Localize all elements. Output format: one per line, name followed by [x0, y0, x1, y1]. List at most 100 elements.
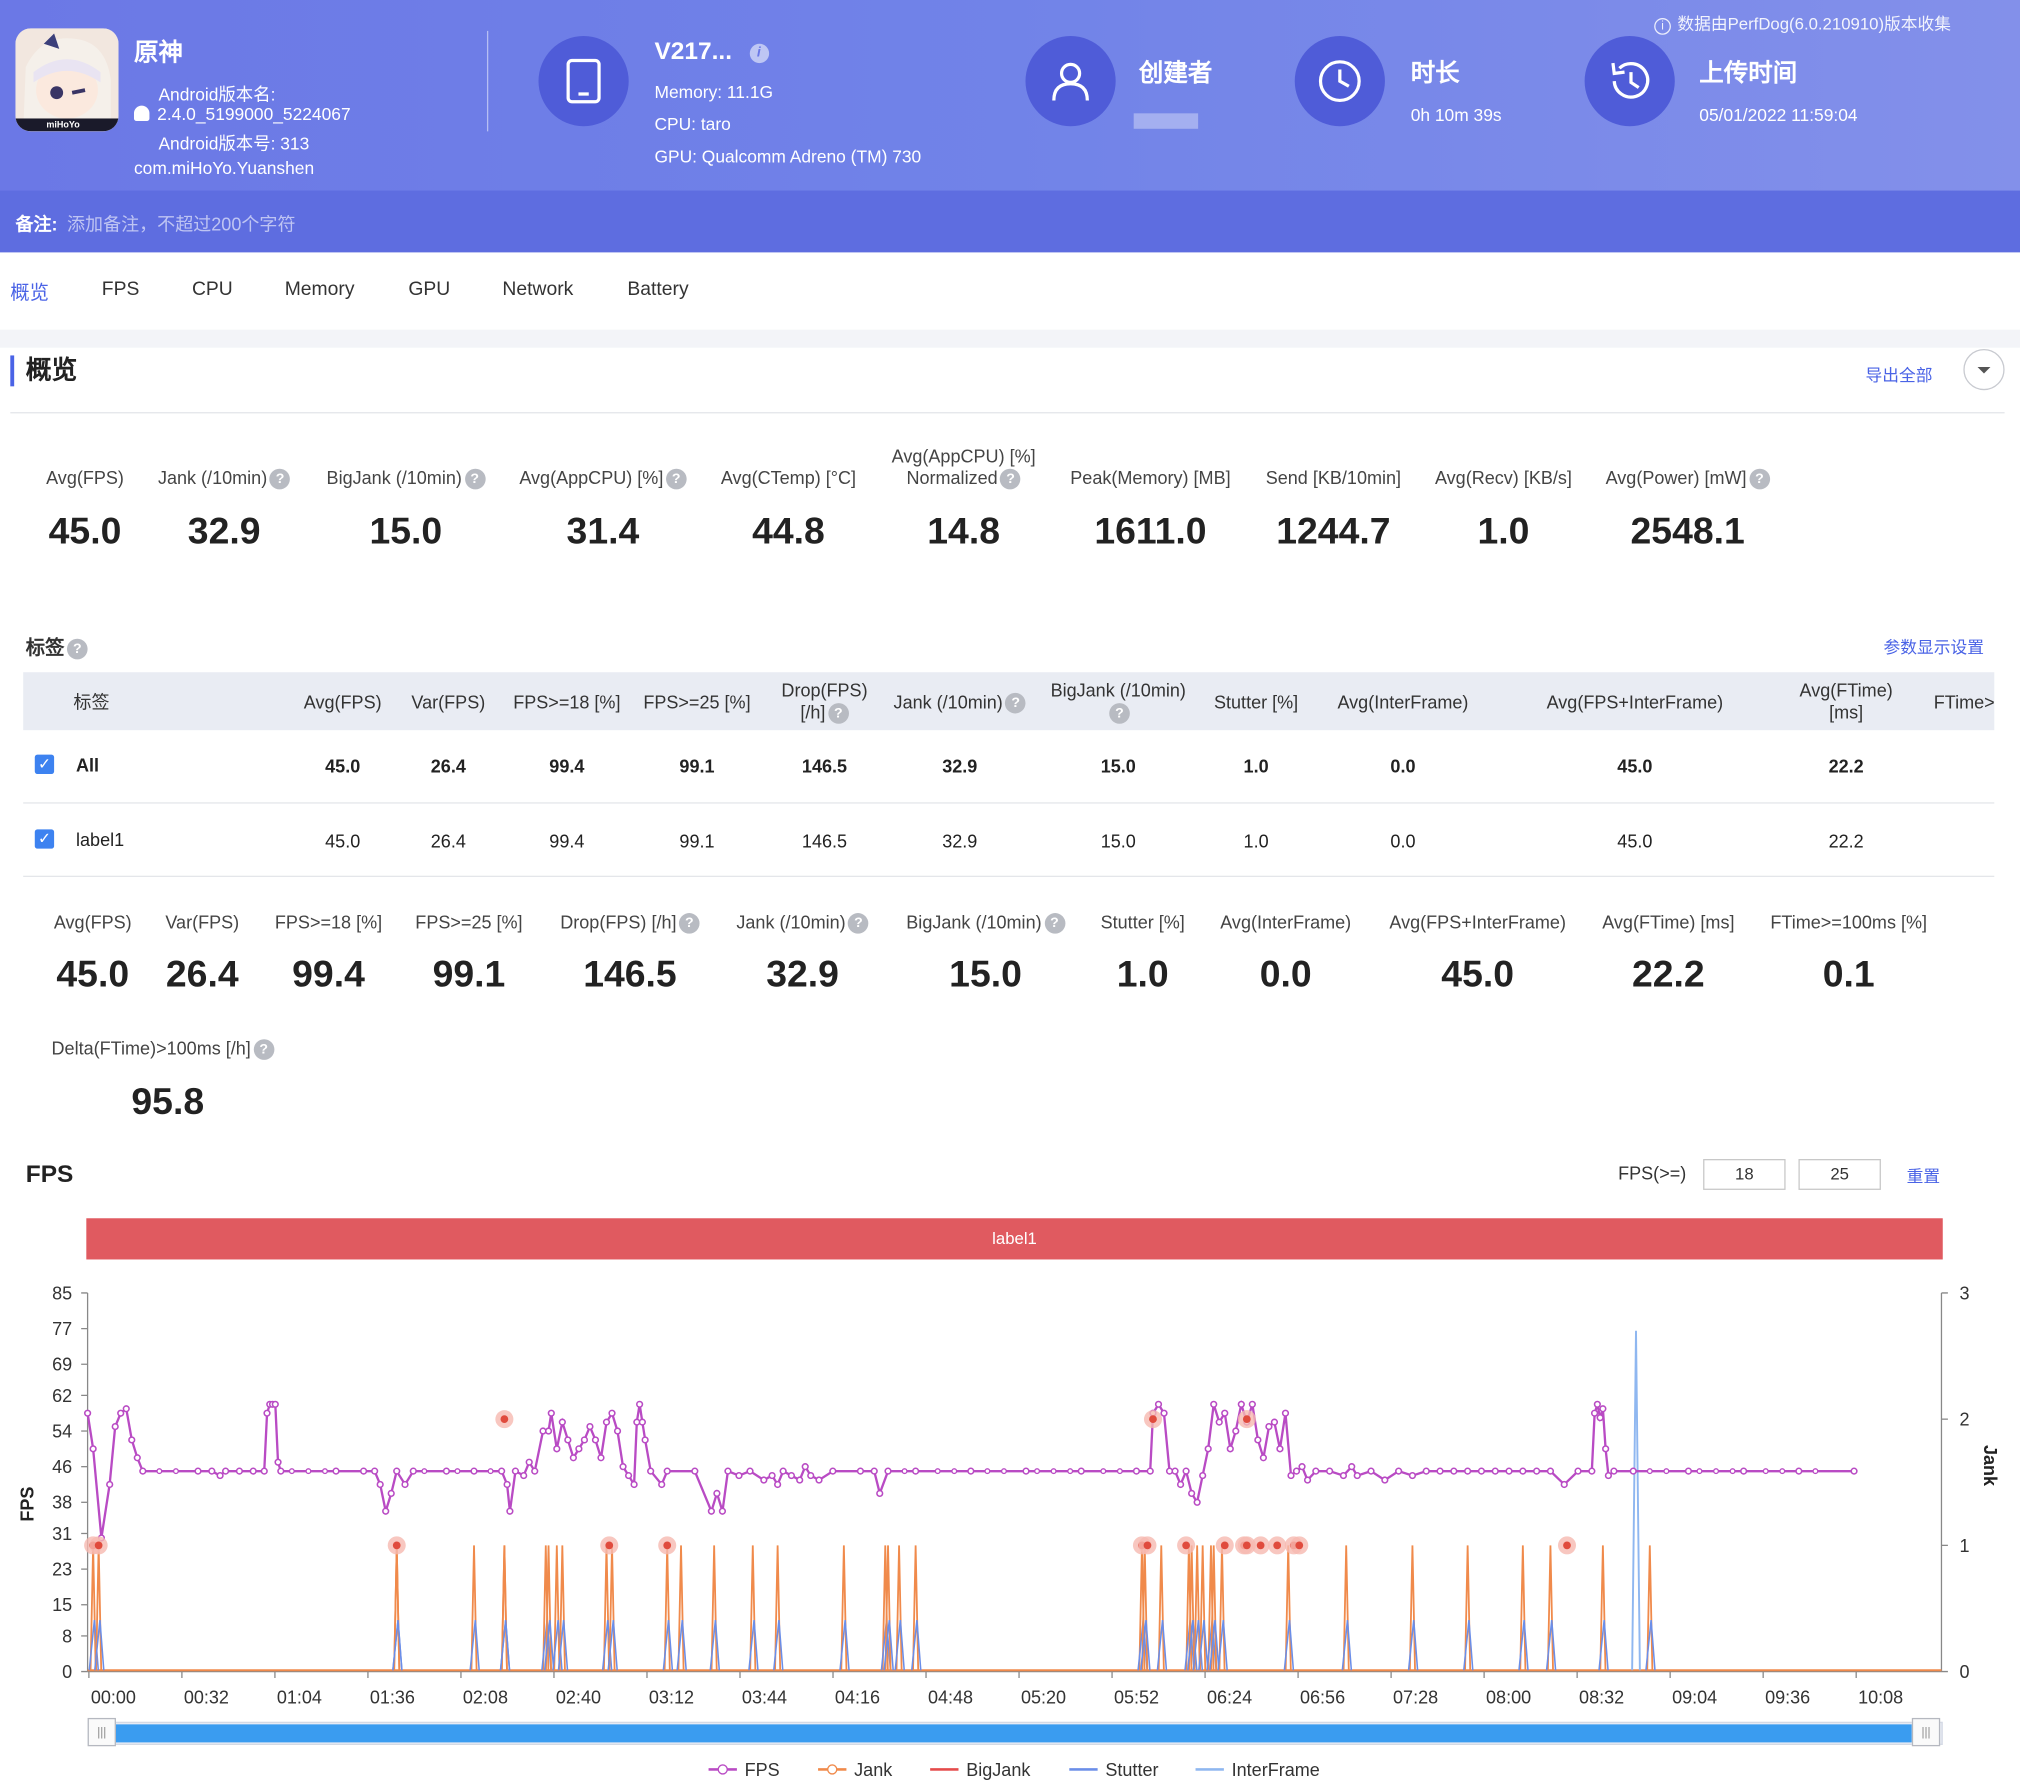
summary-label: Drop(FPS) [/h]? — [501, 912, 759, 935]
column-header-text: BigJank (/10min) — [1050, 679, 1186, 701]
collapse-button[interactable] — [1963, 348, 2005, 391]
y-tick-label: 69 — [52, 1355, 72, 1375]
legend-item-fps[interactable]: FPS — [708, 1759, 780, 1780]
note-bar — [0, 190, 2020, 253]
tab-cpu[interactable]: CPU — [191, 278, 233, 301]
table-column-header[interactable]: Avg(InterFrame) — [1300, 692, 1506, 714]
table-cell: 0.0 — [1390, 830, 1416, 852]
stutter-spike — [748, 1619, 759, 1671]
param-display-settings[interactable]: 参数显示设置 — [1883, 637, 1985, 657]
help-icon[interactable]: ? — [269, 469, 291, 490]
tab-memory[interactable]: Memory — [284, 278, 355, 301]
fps-point — [1663, 1468, 1670, 1475]
fps-point — [1505, 1467, 1513, 1475]
help-icon[interactable]: ? — [67, 638, 88, 660]
fps-point — [1188, 1489, 1196, 1497]
legend-swatch-dot — [827, 1764, 838, 1775]
table-column-header[interactable]: Avg(FPS+InterFrame) — [1532, 692, 1738, 714]
time-range-selection[interactable] — [103, 1724, 1912, 1743]
column-header-text: Var(FPS) — [411, 691, 486, 713]
table-column-header[interactable]: FPS>=18 [%] — [464, 692, 670, 714]
table-column-header[interactable]: 标签 — [73, 692, 109, 714]
table-column-header[interactable]: BigJank (/10min)? — [1015, 679, 1221, 725]
jank-marker — [1273, 1541, 1282, 1550]
table-column-header[interactable]: Stutter [%] — [1153, 692, 1359, 714]
fps-point — [1795, 1467, 1803, 1475]
help-icon[interactable]: ? — [1000, 469, 1021, 490]
legend-item-interframe[interactable]: InterFrame — [1195, 1759, 1320, 1780]
jank-marker — [392, 1541, 401, 1550]
device-gpu: GPU: Qualcomm Adreno (TM) 730 — [654, 146, 922, 167]
tab-battery[interactable]: Battery — [627, 278, 689, 301]
fps-chart[interactable]: 85 77 69 62 54 46 38 31 23 15 8 0 3 2 1 0 00:00 00:32 01:0… — [0, 1275, 2020, 1713]
legend-item-jank[interactable]: Jank — [818, 1759, 892, 1780]
label-band[interactable]: label1 — [86, 1218, 1943, 1260]
fps-point — [1226, 1445, 1234, 1453]
table-column-header[interactable]: FPS>=25 [%] — [594, 692, 800, 714]
fps-threshold-input-2[interactable]: 25 — [1798, 1159, 1881, 1190]
help-icon[interactable]: ? — [1005, 693, 1027, 714]
slider-handle-left[interactable]: ||| — [87, 1717, 116, 1747]
help-icon[interactable]: ? — [848, 913, 869, 935]
fps-point — [1779, 1468, 1786, 1475]
reset-button[interactable]: 重置 — [1906, 1166, 1941, 1187]
device-name[interactable]: V217... i — [654, 39, 769, 67]
table-cell: 22.2 — [1828, 755, 1864, 777]
android-version-name: 2.4.0_5199000_5224067 — [133, 104, 351, 124]
export-all-link[interactable]: 导出全部 — [1865, 365, 1933, 386]
metric-value: 15.0 — [369, 511, 443, 553]
legend-item-stutter[interactable]: Stutter — [1069, 1759, 1159, 1780]
fps-point — [1100, 1468, 1107, 1475]
table-cell: 146.5 — [801, 830, 848, 852]
y-tick-label: 8 — [62, 1626, 72, 1646]
row-checkbox[interactable]: ✓ — [34, 754, 55, 774]
android-version-name-label: Android版本名: — [158, 84, 276, 105]
y-tick-label: 77 — [52, 1319, 72, 1339]
column-header-text: Avg(FTime) — [1799, 679, 1893, 701]
table-column-header[interactable]: Var(FPS) — [345, 692, 551, 714]
table-column-header[interactable]: Avg(FTime) [ms] — [1743, 680, 1949, 724]
x-tick-label: 03:44 — [742, 1688, 787, 1708]
note-input[interactable]: 添加备注，不超过200个字符 — [66, 213, 296, 235]
slider-handle-right[interactable]: ||| — [1911, 1717, 1941, 1747]
help-icon[interactable]: ? — [464, 469, 486, 490]
column-header-line2: [/h] — [800, 701, 826, 723]
icon-caption: miHoYo — [46, 121, 80, 131]
metric-label-text: Avg(Power) [mW] — [1605, 467, 1747, 489]
help-icon[interactable]: ? — [1749, 469, 1770, 490]
info-icon[interactable]: i — [749, 43, 769, 64]
tab-gpu[interactable]: GPU — [408, 278, 451, 301]
fps-point — [602, 1418, 611, 1426]
fps-point — [1762, 1468, 1769, 1475]
help-icon[interactable]: ? — [679, 913, 700, 935]
info-circle-icon: i — [1654, 18, 1671, 35]
fps-point — [876, 1489, 884, 1497]
help-icon[interactable]: ? — [1109, 703, 1130, 725]
help-icon[interactable]: ? — [828, 703, 849, 725]
help-icon[interactable]: ? — [1044, 913, 1065, 935]
table-column-header[interactable]: Avg(FPS) — [240, 692, 446, 714]
fps-point — [1395, 1467, 1403, 1475]
help-icon[interactable]: ? — [253, 1039, 275, 1061]
y2-axis-title: Jank — [1980, 1445, 2000, 1487]
summary-label: Avg(FPS+InterFrame) — [1349, 912, 1607, 933]
fps-point — [718, 1507, 727, 1515]
table-column-header[interactable]: Drop(FPS) [/h]? — [721, 680, 927, 725]
tab-network[interactable]: Network — [502, 278, 574, 301]
fps-threshold-input-1[interactable]: 18 — [1703, 1159, 1786, 1190]
tab-fps[interactable]: FPS — [101, 278, 140, 301]
jank-marker — [605, 1541, 614, 1550]
legend-swatch — [930, 1768, 959, 1771]
help-icon[interactable]: ? — [665, 469, 687, 490]
tab-overview[interactable]: 概览 — [10, 282, 49, 304]
fps-point — [580, 1436, 589, 1444]
column-header-line2: [ms] — [1829, 701, 1864, 723]
table-column-header[interactable]: Jank (/10min)? — [857, 692, 1063, 714]
fps-point — [544, 1427, 553, 1435]
column-header-text: Jank (/10min) — [893, 691, 1003, 713]
fps-point — [1182, 1467, 1190, 1475]
legend-item-bigjank[interactable]: BigJank — [930, 1759, 1030, 1780]
fps-section-title: FPS — [25, 1161, 74, 1189]
row-checkbox[interactable]: ✓ — [34, 829, 55, 849]
table-column-header[interactable]: FTime> — [1934, 692, 1995, 714]
